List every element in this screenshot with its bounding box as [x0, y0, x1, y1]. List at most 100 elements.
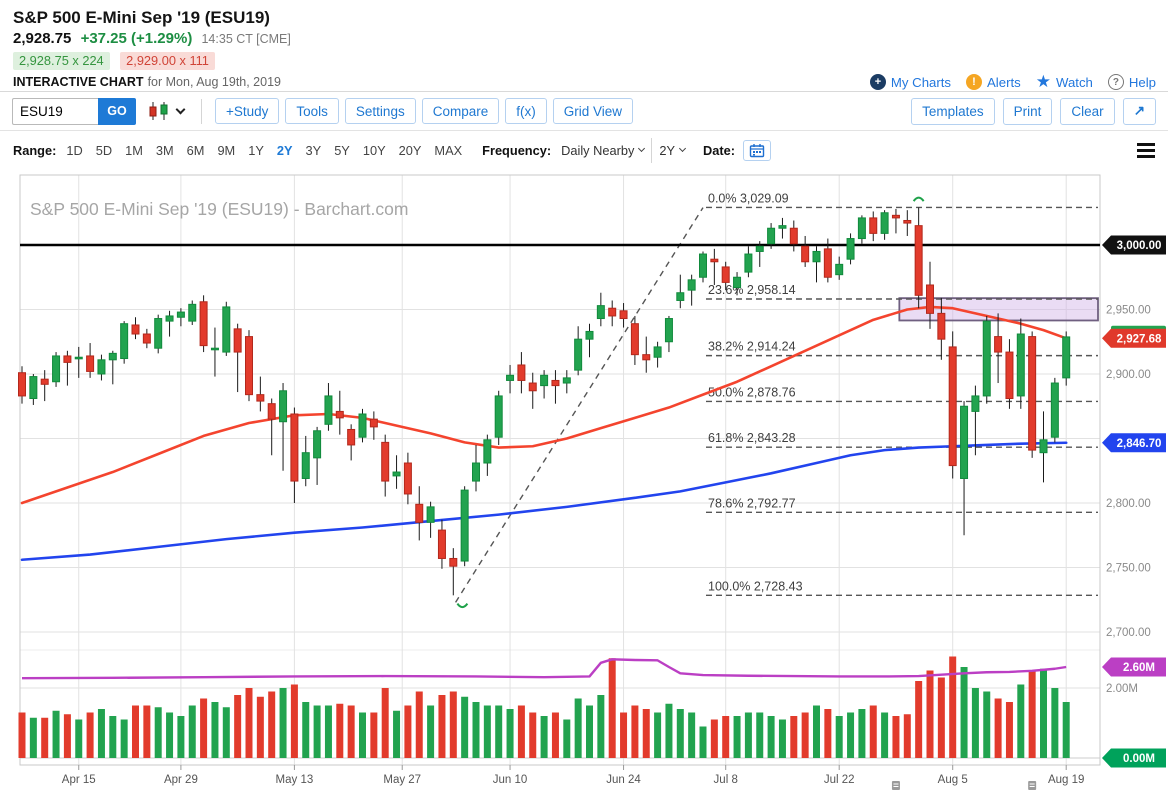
- range-1d[interactable]: 1D: [66, 142, 83, 158]
- svg-text:2,846.70: 2,846.70: [1117, 438, 1162, 450]
- volume-series: [18, 656, 1070, 758]
- svg-text:S&P 500 E-Mini Sep '19 (ESU19): S&P 500 E-Mini Sep '19 (ESU19) - Barchar…: [30, 199, 408, 219]
- trendline: [454, 207, 704, 603]
- y-axis: 2,950.00 2,900.00 2,800.00 2,750.00 2,700.00…: [1106, 305, 1151, 696]
- svg-text:2.00M: 2.00M: [1106, 683, 1138, 695]
- settings-button[interactable]: Settings: [344, 98, 416, 124]
- axis-event-icon: [1028, 781, 1037, 790]
- date-label: Date:: [703, 142, 736, 158]
- svg-text:2,800.00: 2,800.00: [1106, 498, 1151, 510]
- divider: [201, 98, 202, 124]
- svg-text:Jun 24: Jun 24: [606, 774, 641, 786]
- range-3y[interactable]: 3Y: [305, 142, 322, 158]
- svg-text:May 13: May 13: [276, 774, 314, 786]
- ask-quote: 2,929.00 x 111: [120, 52, 215, 70]
- x-axis: Apr 15 Apr 29 May 13 May 27 Jun 10 Jun 24 Jul …: [62, 765, 1084, 786]
- page-title: INTERACTIVE CHART: [13, 75, 144, 89]
- candlestick-series: [18, 207, 1071, 596]
- divider: [651, 137, 653, 163]
- svg-text:61.8% 2,843.28: 61.8% 2,843.28: [708, 431, 796, 445]
- range-10y[interactable]: 10Y: [362, 142, 386, 158]
- axis-event-icon: [891, 781, 900, 790]
- candlestick-type-icon: [149, 102, 168, 120]
- svg-text:Aug 5: Aug 5: [938, 774, 968, 786]
- chart-type-dropdown[interactable]: [146, 101, 186, 121]
- svg-text:Jul 22: Jul 22: [824, 774, 855, 786]
- chart-toolbar: GO +Study Tools Settings Compare f(x) Gr…: [0, 92, 1168, 131]
- help-link[interactable]: ? Help: [1107, 74, 1156, 90]
- moving-average-slow: [20, 441, 1068, 562]
- go-button[interactable]: GO: [98, 97, 136, 125]
- watch-link[interactable]: ★ Watch: [1035, 72, 1093, 91]
- chevron-down-icon: [679, 144, 687, 153]
- symbol-input[interactable]: [12, 97, 98, 125]
- alert-icon: !: [966, 74, 983, 90]
- svg-text:2,900.00: 2,900.00: [1106, 369, 1151, 381]
- plus-circle-icon: +: [869, 74, 886, 90]
- last-price: 2,928.75: [13, 30, 72, 47]
- compare-button[interactable]: Compare: [421, 98, 500, 124]
- fibonacci-retracement: 0.0% 3,029.09 23.6% 2,958.14 38.2% 2,914.2…: [706, 191, 1098, 597]
- range-9m[interactable]: 9M: [217, 142, 236, 158]
- range-6m[interactable]: 6M: [186, 142, 205, 158]
- frequency-dropdown[interactable]: Daily Nearby: [561, 143, 646, 158]
- svg-text:May 27: May 27: [383, 774, 421, 786]
- svg-text:2,750.00: 2,750.00: [1106, 563, 1151, 575]
- header-links: + My Charts ! Alerts ★ Watch ? Help: [869, 72, 1156, 91]
- price-change: +37.25 (+1.29%): [80, 30, 193, 47]
- tools-button[interactable]: Tools: [285, 98, 339, 124]
- print-button[interactable]: Print: [1002, 97, 1053, 125]
- svg-text:23.6% 2,958.14: 23.6% 2,958.14: [708, 283, 796, 297]
- range-1y[interactable]: 1Y: [248, 142, 264, 158]
- bid-quote: 2,928.75 x 224: [13, 52, 110, 70]
- expand-arrow-icon: ↗: [1133, 103, 1145, 118]
- range-20y[interactable]: 20Y: [398, 142, 422, 158]
- fx-button[interactable]: f(x): [505, 98, 547, 124]
- pop-out-button[interactable]: ↗: [1122, 97, 1156, 125]
- period-dropdown[interactable]: 2Y: [659, 143, 687, 158]
- resistance-zone: [898, 297, 1099, 322]
- frequency-label: Frequency:: [482, 142, 552, 158]
- quote-timestamp: 14:35 CT [CME]: [201, 32, 291, 46]
- range-3m[interactable]: 3M: [155, 142, 174, 158]
- my-charts-link[interactable]: + My Charts: [869, 74, 951, 90]
- swing-markers: [456, 196, 925, 609]
- svg-text:3,000.00: 3,000.00: [1117, 240, 1162, 252]
- svg-text:0.00M: 0.00M: [1123, 753, 1155, 765]
- range-max[interactable]: MAX: [434, 142, 463, 158]
- templates-button[interactable]: Templates: [911, 97, 995, 125]
- chart-watermark: S&P 500 E-Mini Sep '19 (ESU19) - Barchar…: [30, 199, 408, 219]
- chevron-down-icon: [638, 144, 646, 153]
- date-picker-button[interactable]: [743, 139, 772, 161]
- moving-average-fast: [20, 305, 1068, 505]
- svg-text:Apr 29: Apr 29: [164, 774, 198, 786]
- range-options: 1D 5D 1M 3M 6M 9M 1Y 2Y 3Y 5Y 10Y 20Y MA…: [66, 143, 462, 158]
- range-label: Range:: [13, 142, 57, 158]
- page-date: for Mon, Aug 19th, 2019: [147, 75, 281, 89]
- menu-icon[interactable]: [1137, 142, 1155, 158]
- add-study-button[interactable]: +Study: [215, 98, 280, 124]
- alerts-link[interactable]: ! Alerts: [966, 74, 1021, 90]
- svg-text:0.0% 3,029.09: 0.0% 3,029.09: [708, 191, 789, 205]
- range-2y-selected[interactable]: 2Y: [276, 142, 293, 158]
- svg-text:Apr 15: Apr 15: [62, 774, 96, 786]
- svg-text:Jun 10: Jun 10: [493, 774, 528, 786]
- grid-view-button[interactable]: Grid View: [552, 98, 634, 124]
- svg-text:100.0% 2,728.43: 100.0% 2,728.43: [708, 579, 803, 593]
- star-icon: ★: [1035, 72, 1051, 91]
- clear-button[interactable]: Clear: [1060, 97, 1115, 125]
- svg-text:78.6% 2,792.77: 78.6% 2,792.77: [708, 496, 796, 510]
- svg-text:Jul 8: Jul 8: [714, 774, 738, 786]
- range-5d[interactable]: 5D: [95, 142, 113, 158]
- price-chart[interactable]: S&P 500 E-Mini Sep '19 (ESU19) - Barchar…: [0, 169, 1168, 791]
- range-controls: Range: 1D 5D 1M 3M 6M 9M 1Y 2Y 3Y 5Y 10Y…: [0, 131, 1168, 169]
- price-badges: 3,000.00 2,927.68 2,846.70 2.60M 0.00M: [1102, 235, 1166, 768]
- svg-text:2,950.00: 2,950.00: [1106, 305, 1151, 317]
- range-1m[interactable]: 1M: [125, 142, 143, 158]
- svg-text:Aug 19: Aug 19: [1048, 774, 1084, 786]
- range-5y[interactable]: 5Y: [334, 142, 350, 158]
- help-icon: ?: [1107, 74, 1124, 90]
- quote-header: S&P 500 E-Mini Sep '19 (ESU19) 2,928.75 …: [0, 0, 1168, 92]
- svg-text:2.60M: 2.60M: [1123, 662, 1155, 674]
